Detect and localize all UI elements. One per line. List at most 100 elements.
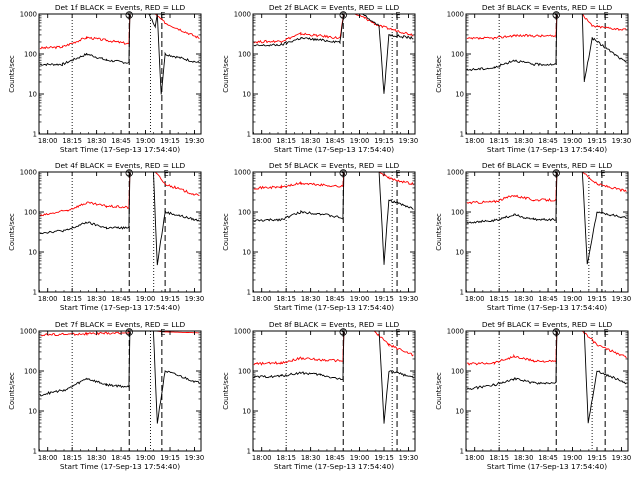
x-tick-label: 19:30 <box>399 454 419 462</box>
x-tick-label: 18:45 <box>111 295 131 303</box>
y-tick-label: 1000 <box>20 328 37 336</box>
start-marker-label: S <box>127 329 132 337</box>
y-tick-label: 1 <box>460 131 464 139</box>
x-axis-label: Start Time (17-Sep-13 17:54:40) <box>274 303 394 312</box>
start-marker-label: S <box>127 12 132 20</box>
x-tick-label: 18:15 <box>62 454 82 462</box>
x-tick-label: 18:45 <box>111 137 131 145</box>
x-tick-label: 19:15 <box>374 454 394 462</box>
x-tick-label: 18:30 <box>514 137 534 145</box>
lld-series-line <box>466 14 627 41</box>
y-tick-label: 1 <box>460 448 464 456</box>
y-tick-label: 100 <box>451 51 464 59</box>
x-tick-label: 18:15 <box>489 454 509 462</box>
lld-series-line <box>39 14 200 50</box>
x-axis-label: Start Time (17-Sep-13 17:54:40) <box>60 303 180 312</box>
end-marker-label: E <box>160 328 165 337</box>
plot-area <box>466 331 627 451</box>
x-tick-label: 19:00 <box>350 137 370 145</box>
x-tick-label: 18:30 <box>87 454 107 462</box>
x-tick-label: 19:15 <box>587 454 607 462</box>
y-tick-label: 100 <box>451 368 464 376</box>
x-tick-label: 19:00 <box>136 137 156 145</box>
x-tick-label: 18:00 <box>38 137 58 145</box>
start-marker-circle <box>125 11 133 19</box>
events-series-line <box>253 14 414 94</box>
start-marker-label: S <box>554 329 559 337</box>
x-tick-label: 19:00 <box>563 137 583 145</box>
y-tick-label: 10 <box>455 249 464 257</box>
x-tick-label: 18:15 <box>276 137 296 145</box>
x-axis-label: Start Time (17-Sep-13 17:54:40) <box>274 145 394 154</box>
panel-title: Det 7f BLACK = Events, RED = LLD <box>55 320 186 329</box>
x-axis-label: Start Time (17-Sep-13 17:54:40) <box>487 462 607 471</box>
start-marker-label: S <box>554 170 559 178</box>
x-tick-label: 18:00 <box>252 295 272 303</box>
start-marker-circle <box>125 169 133 177</box>
x-tick-label: 19:15 <box>374 137 394 145</box>
y-tick-label: 10 <box>242 249 251 257</box>
events-series-line <box>253 172 414 265</box>
lld-series-line <box>39 172 200 217</box>
plot-area <box>39 331 200 451</box>
x-tick-label: 19:30 <box>399 295 419 303</box>
events-series-line <box>39 14 200 95</box>
start-marker-circle <box>552 169 560 177</box>
events-series-line <box>466 14 627 83</box>
x-tick-label: 18:15 <box>62 137 82 145</box>
plot-area <box>466 172 627 292</box>
x-tick-label: 19:30 <box>612 137 632 145</box>
x-tick-label: 19:15 <box>160 295 180 303</box>
x-tick-label: 19:00 <box>563 454 583 462</box>
y-tick-label: 1 <box>33 448 37 456</box>
panel-title: Det 3f BLACK = Events, RED = LLD <box>482 3 613 12</box>
plot-area <box>253 331 414 451</box>
plot-area <box>39 14 200 134</box>
x-tick-label: 18:30 <box>514 295 534 303</box>
start-marker-label: S <box>554 12 559 20</box>
y-tick-label: 1000 <box>20 169 37 177</box>
x-axis-label: Start Time (17-Sep-13 17:54:40) <box>487 303 607 312</box>
y-tick-label: 10 <box>28 91 37 99</box>
x-tick-label: 18:45 <box>325 454 345 462</box>
x-tick-label: 19:15 <box>160 137 180 145</box>
y-tick-label: 1 <box>33 131 37 139</box>
x-tick-label: 19:00 <box>563 295 583 303</box>
start-marker-label: S <box>127 170 132 178</box>
x-tick-label: 19:30 <box>185 295 205 303</box>
y-axis-label: Counts/sec <box>8 372 16 410</box>
plot-frame <box>465 171 629 293</box>
plot-area <box>39 172 200 292</box>
y-axis-label: Counts/sec <box>435 372 443 410</box>
x-tick-label: 18:00 <box>465 295 485 303</box>
start-marker-circle <box>552 328 560 336</box>
y-axis-label: Counts/sec <box>222 372 230 410</box>
x-tick-label: 18:00 <box>252 137 272 145</box>
plot-frame <box>38 171 202 293</box>
y-tick-label: 1000 <box>447 11 464 19</box>
y-tick-label: 10 <box>28 249 37 257</box>
y-tick-label: 10 <box>242 91 251 99</box>
x-tick-label: 18:45 <box>325 295 345 303</box>
x-tick-label: 18:00 <box>465 137 485 145</box>
y-tick-label: 100 <box>24 368 37 376</box>
x-tick-label: 18:00 <box>38 295 58 303</box>
plot-frame <box>252 13 416 135</box>
x-axis-label: Start Time (17-Sep-13 17:54:40) <box>487 145 607 154</box>
x-tick-label: 18:30 <box>301 295 321 303</box>
panel-title: Det 9f BLACK = Events, RED = LLD <box>482 320 613 329</box>
lld-series-line <box>466 172 627 205</box>
panel-title: Det 8f BLACK = Events, RED = LLD <box>269 320 400 329</box>
y-tick-label: 100 <box>238 368 251 376</box>
x-tick-label: 19:30 <box>185 137 205 145</box>
y-tick-label: 1 <box>247 131 251 139</box>
end-marker-label: E <box>160 11 165 20</box>
y-tick-label: 1000 <box>447 169 464 177</box>
x-tick-label: 19:15 <box>587 137 607 145</box>
panel-title: Det 6f BLACK = Events, RED = LLD <box>482 161 613 170</box>
